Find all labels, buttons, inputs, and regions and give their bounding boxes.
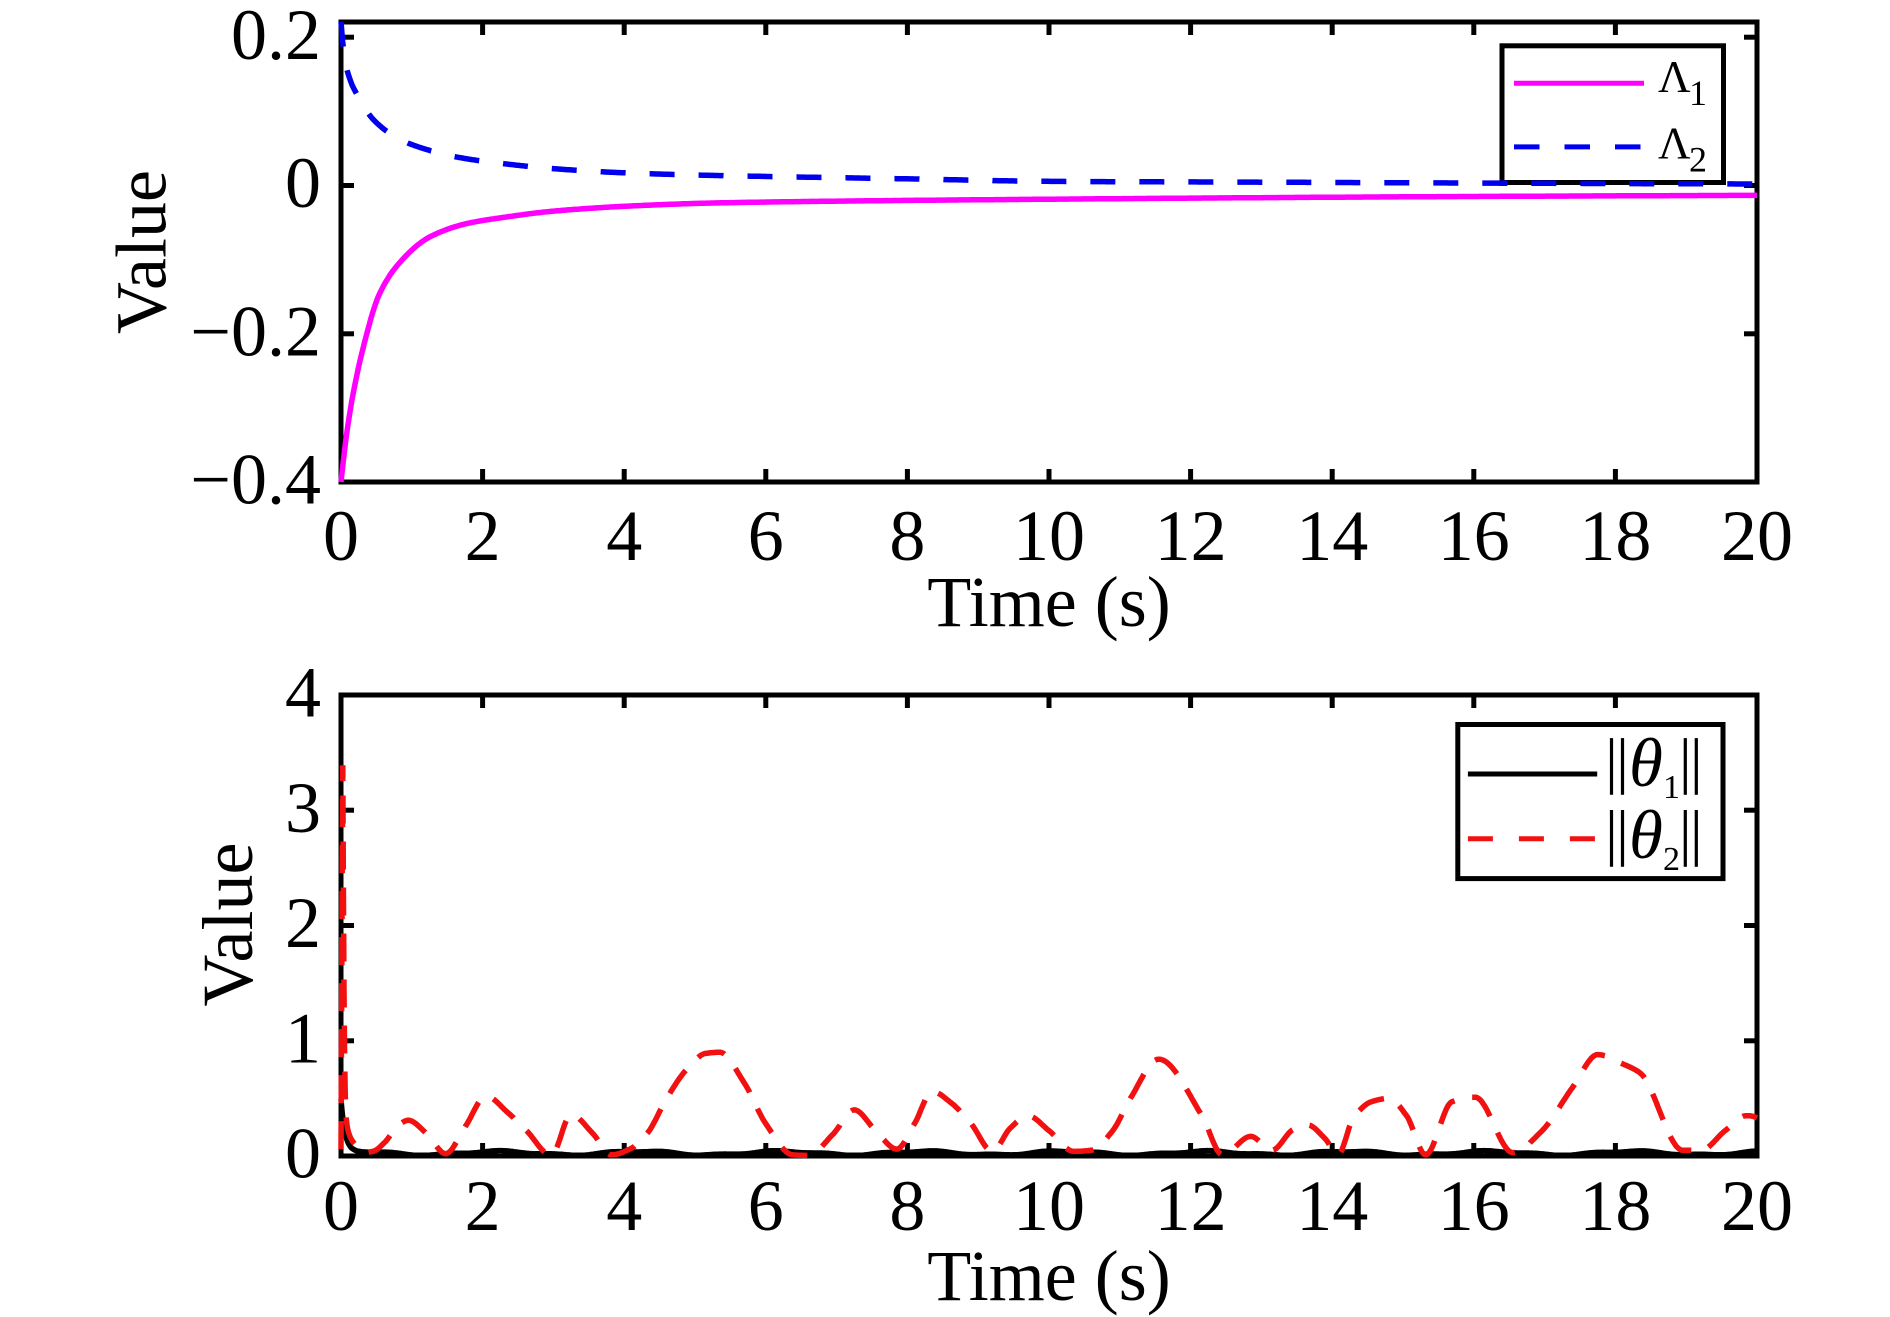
svg-text:18: 18 <box>1579 496 1651 576</box>
svg-text:θ: θ <box>1629 797 1663 873</box>
svg-text:−0.4: −0.4 <box>190 440 321 520</box>
svg-text:0.2: 0.2 <box>231 0 321 75</box>
svg-text:−0.2: −0.2 <box>190 291 321 371</box>
svg-text:2: 2 <box>1663 841 1680 878</box>
svg-text:1: 1 <box>1663 769 1680 806</box>
svg-text:θ: θ <box>1629 725 1663 801</box>
svg-text:10: 10 <box>1013 1166 1085 1246</box>
svg-text:12: 12 <box>1155 1166 1227 1246</box>
svg-text:2: 2 <box>465 1166 501 1246</box>
svg-text:14: 14 <box>1296 1166 1368 1246</box>
svg-text:14: 14 <box>1296 496 1368 576</box>
svg-text:3: 3 <box>285 768 321 848</box>
svg-text:Value: Value <box>102 170 182 334</box>
svg-text:4: 4 <box>606 496 642 576</box>
svg-text:8: 8 <box>889 496 925 576</box>
svg-text:0: 0 <box>285 1114 321 1194</box>
svg-text:20: 20 <box>1721 1166 1793 1246</box>
svg-text:12: 12 <box>1155 496 1227 576</box>
svg-text:10: 10 <box>1013 496 1085 576</box>
svg-text:0: 0 <box>323 496 359 576</box>
svg-text:16: 16 <box>1438 496 1510 576</box>
svg-text:Time (s): Time (s) <box>927 562 1170 642</box>
svg-text:1: 1 <box>285 998 321 1078</box>
svg-text:8: 8 <box>889 1166 925 1246</box>
svg-text:Time (s): Time (s) <box>927 1236 1170 1316</box>
svg-text:18: 18 <box>1579 1166 1651 1246</box>
svg-text:16: 16 <box>1438 1166 1510 1246</box>
svg-text:0: 0 <box>285 143 321 223</box>
svg-text:2: 2 <box>465 496 501 576</box>
svg-text:0: 0 <box>323 1166 359 1246</box>
svg-text:Λ: Λ <box>1658 119 1691 169</box>
svg-text:Value: Value <box>188 843 268 1007</box>
svg-text:1: 1 <box>1689 73 1707 113</box>
svg-text:4: 4 <box>285 653 321 733</box>
svg-text:20: 20 <box>1721 496 1793 576</box>
svg-text:Λ: Λ <box>1658 52 1691 102</box>
svg-text:2: 2 <box>1689 140 1707 180</box>
svg-text:6: 6 <box>748 496 784 576</box>
svg-text:6: 6 <box>748 1166 784 1246</box>
svg-text:2: 2 <box>285 883 321 963</box>
svg-text:4: 4 <box>606 1166 642 1246</box>
